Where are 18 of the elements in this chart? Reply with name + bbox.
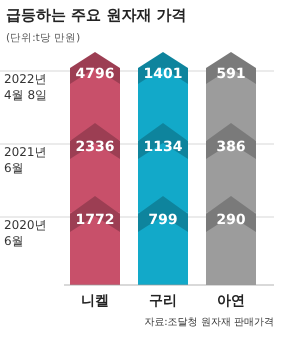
- data-label: 386: [216, 139, 246, 155]
- data-label: 799: [148, 212, 178, 228]
- x-tick-label: 아연: [217, 293, 245, 309]
- data-label: 2336: [76, 139, 114, 155]
- data-label: 1134: [144, 139, 183, 155]
- text: 자료:조달청 원자재 판매가격: [144, 317, 274, 328]
- data-label: 1401: [144, 66, 182, 82]
- x-tick-label: 니켈: [81, 293, 109, 309]
- y-tick-label: 2021년 6월: [4, 145, 47, 175]
- chart-subtitle: (단위:t당 만원): [6, 32, 80, 44]
- data-label: 591: [216, 66, 246, 82]
- x-tick-label: 구리: [149, 293, 177, 309]
- y-tick-label: 2020년 6월: [4, 218, 47, 248]
- y-tick-label: 2022년 4월 8일: [4, 72, 48, 102]
- data-label: 290: [216, 212, 246, 228]
- chart-title: 급등하는 주요 원자재 가격: [6, 6, 187, 24]
- data-label: 1772: [76, 212, 114, 228]
- data-label: 4796: [76, 66, 114, 82]
